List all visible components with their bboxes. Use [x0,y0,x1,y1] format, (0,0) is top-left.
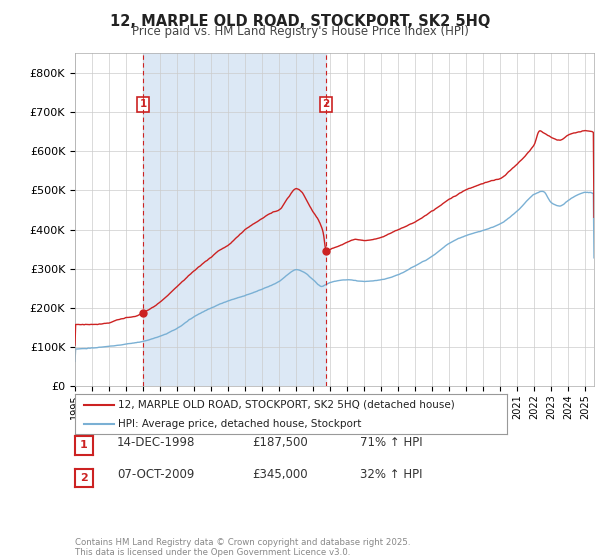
Text: 1: 1 [80,441,88,450]
Text: 1: 1 [139,99,146,109]
Text: 14-DEC-1998: 14-DEC-1998 [117,436,196,449]
Text: 71% ↑ HPI: 71% ↑ HPI [360,436,422,449]
Text: HPI: Average price, detached house, Stockport: HPI: Average price, detached house, Stoc… [118,419,362,429]
Text: Contains HM Land Registry data © Crown copyright and database right 2025.
This d: Contains HM Land Registry data © Crown c… [75,538,410,557]
Text: 07-OCT-2009: 07-OCT-2009 [117,468,194,482]
Text: £345,000: £345,000 [252,468,308,482]
Text: 12, MARPLE OLD ROAD, STOCKPORT, SK2 5HQ: 12, MARPLE OLD ROAD, STOCKPORT, SK2 5HQ [110,14,490,29]
Text: Price paid vs. HM Land Registry's House Price Index (HPI): Price paid vs. HM Land Registry's House … [131,25,469,38]
Text: £187,500: £187,500 [252,436,308,449]
Text: 32% ↑ HPI: 32% ↑ HPI [360,468,422,482]
Bar [143,53,326,386]
Text: 2: 2 [80,473,88,483]
Text: 12, MARPLE OLD ROAD, STOCKPORT, SK2 5HQ (detached house): 12, MARPLE OLD ROAD, STOCKPORT, SK2 5HQ … [118,400,455,409]
Text: 2: 2 [322,99,329,109]
